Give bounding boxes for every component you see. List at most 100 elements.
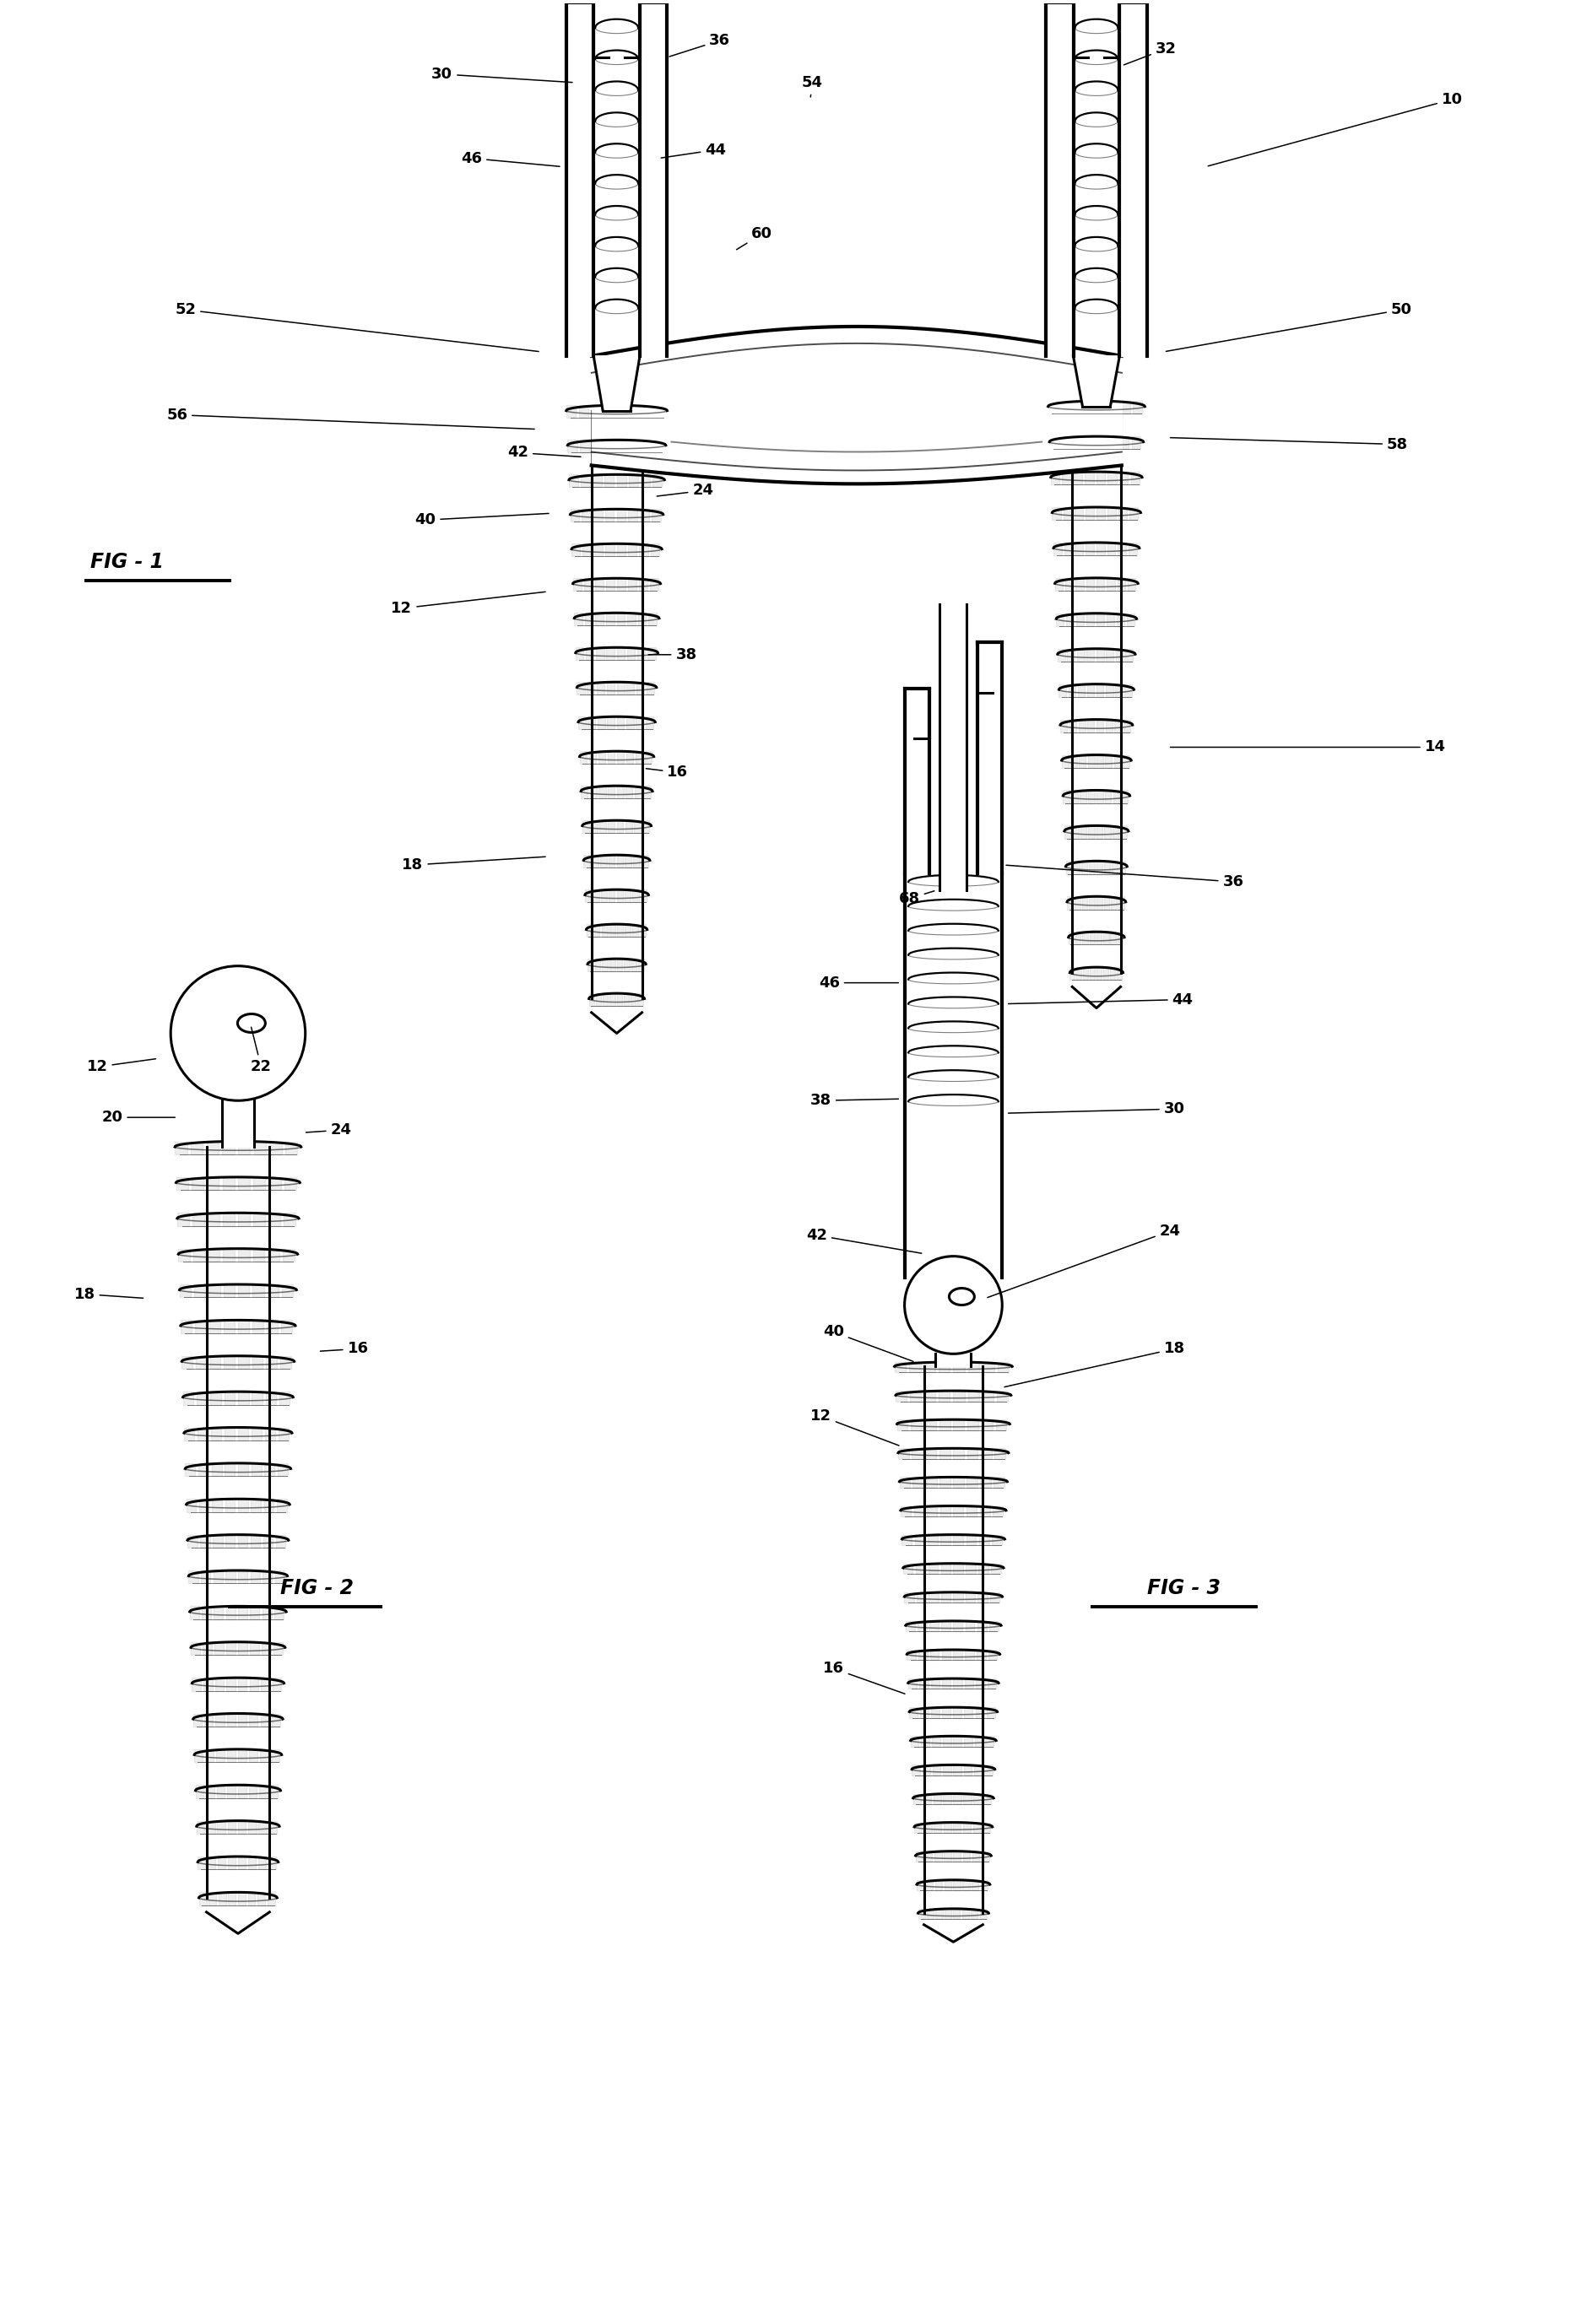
Text: 14: 14 [1170, 739, 1445, 755]
Text: 44: 44 [661, 142, 726, 158]
Text: 38: 38 [809, 1092, 898, 1109]
Text: 12: 12 [391, 593, 545, 616]
Text: 42: 42 [508, 446, 580, 460]
Circle shape [904, 1257, 1002, 1355]
Polygon shape [1051, 514, 1140, 521]
Text: 18: 18 [74, 1287, 142, 1301]
Ellipse shape [949, 1287, 974, 1306]
Polygon shape [191, 1648, 285, 1655]
Circle shape [171, 967, 305, 1102]
Polygon shape [185, 1469, 291, 1476]
Polygon shape [1119, 2, 1146, 356]
Polygon shape [939, 604, 966, 890]
Text: 52: 52 [175, 302, 539, 351]
Text: 24: 24 [987, 1222, 1179, 1297]
Text: 40: 40 [414, 514, 549, 528]
Polygon shape [198, 1862, 278, 1871]
Text: 40: 40 [822, 1325, 912, 1362]
Polygon shape [187, 1504, 289, 1513]
Polygon shape [177, 1218, 299, 1227]
Polygon shape [579, 723, 655, 730]
Polygon shape [904, 1597, 1002, 1604]
Polygon shape [1045, 2, 1072, 356]
Polygon shape [895, 1394, 1010, 1401]
Polygon shape [1061, 760, 1130, 769]
Text: 56: 56 [166, 407, 534, 430]
Polygon shape [1067, 902, 1126, 909]
Text: 60: 60 [737, 225, 772, 249]
Polygon shape [1055, 583, 1137, 590]
Polygon shape [180, 1325, 296, 1334]
Polygon shape [1059, 725, 1132, 732]
Ellipse shape [237, 1013, 266, 1032]
Polygon shape [911, 1769, 994, 1776]
Polygon shape [1066, 867, 1127, 874]
Text: 68: 68 [898, 890, 934, 906]
Polygon shape [569, 479, 664, 488]
Polygon shape [904, 1624, 1001, 1631]
Text: 16: 16 [645, 765, 688, 781]
Polygon shape [1056, 618, 1137, 627]
Polygon shape [179, 1255, 297, 1262]
Polygon shape [196, 1827, 280, 1834]
Polygon shape [901, 1538, 1004, 1545]
Polygon shape [1053, 548, 1138, 555]
Polygon shape [1072, 356, 1119, 407]
Text: 36: 36 [1006, 865, 1243, 890]
Polygon shape [182, 1362, 294, 1369]
Polygon shape [179, 1290, 296, 1297]
Polygon shape [199, 1899, 277, 1906]
Polygon shape [898, 1452, 1009, 1459]
Polygon shape [639, 2, 667, 356]
Text: FIG - 2: FIG - 2 [280, 1578, 353, 1599]
Polygon shape [907, 1683, 998, 1690]
Polygon shape [585, 895, 648, 902]
Text: 16: 16 [319, 1341, 368, 1357]
Text: 44: 44 [1007, 992, 1192, 1006]
Polygon shape [912, 1799, 993, 1803]
Polygon shape [571, 548, 661, 558]
Polygon shape [593, 356, 639, 411]
Polygon shape [580, 790, 651, 799]
Polygon shape [221, 1102, 255, 1146]
Text: 30: 30 [1007, 1102, 1184, 1116]
Text: 50: 50 [1165, 302, 1412, 351]
Polygon shape [893, 1367, 1012, 1373]
Polygon shape [1067, 937, 1124, 946]
Polygon shape [191, 1683, 285, 1692]
Polygon shape [566, 411, 667, 418]
Polygon shape [1048, 442, 1143, 449]
Polygon shape [1058, 690, 1134, 697]
Polygon shape [936, 1355, 971, 1367]
Polygon shape [1062, 795, 1129, 804]
Polygon shape [579, 758, 653, 765]
Polygon shape [190, 1613, 286, 1620]
Text: 24: 24 [305, 1122, 351, 1139]
Polygon shape [577, 688, 656, 695]
Polygon shape [575, 653, 658, 660]
Polygon shape [175, 1183, 300, 1190]
Text: 54: 54 [802, 74, 822, 98]
Text: 20: 20 [101, 1111, 175, 1125]
Polygon shape [911, 1741, 996, 1748]
Polygon shape [1069, 974, 1123, 981]
Polygon shape [582, 825, 651, 834]
Text: 18: 18 [1004, 1341, 1184, 1387]
Polygon shape [917, 1885, 990, 1892]
Polygon shape [193, 1720, 283, 1727]
Polygon shape [1058, 653, 1135, 662]
Polygon shape [572, 583, 661, 590]
Polygon shape [187, 1541, 288, 1548]
Polygon shape [587, 930, 647, 937]
Polygon shape [904, 874, 1001, 1278]
Polygon shape [915, 1855, 991, 1862]
Polygon shape [896, 1425, 1009, 1429]
Polygon shape [196, 1789, 280, 1799]
Text: 18: 18 [402, 858, 545, 872]
Text: FIG - 1: FIG - 1 [90, 553, 164, 572]
Polygon shape [568, 446, 666, 453]
Polygon shape [574, 618, 659, 625]
Text: 38: 38 [648, 646, 697, 662]
Polygon shape [914, 1827, 991, 1834]
Polygon shape [909, 1713, 998, 1717]
